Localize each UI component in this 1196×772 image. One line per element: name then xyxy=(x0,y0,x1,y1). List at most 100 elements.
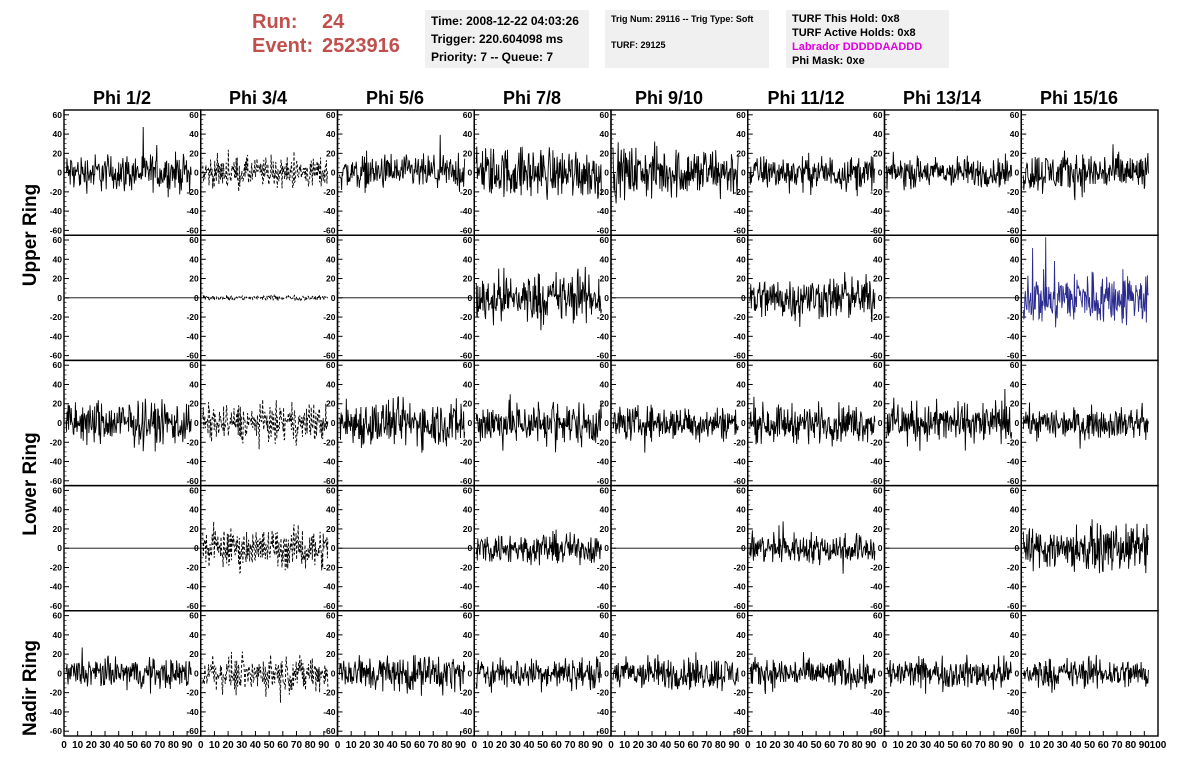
y-tick-label: 40 xyxy=(463,254,473,264)
y-tick-label: -20 xyxy=(1007,312,1020,322)
y-tick-label: 40 xyxy=(53,505,63,515)
y-tick-label: -40 xyxy=(186,457,199,467)
event-row: Event: 2523916 xyxy=(252,34,400,58)
y-tick-label: 0 xyxy=(57,168,62,178)
y-tick-label: 40 xyxy=(53,379,63,389)
y-tick-label: 60 xyxy=(736,485,746,495)
x-tick-label: 0 xyxy=(335,740,341,751)
waveform-trace xyxy=(886,151,1013,191)
y-tick-label: 60 xyxy=(736,235,746,245)
x-tick-label: 10 xyxy=(756,740,768,751)
y-tick-label: 40 xyxy=(463,630,473,640)
y-tick-label: 0 xyxy=(194,543,199,553)
x-tick-label: 80 xyxy=(305,740,317,751)
y-tick-label: 40 xyxy=(463,379,473,389)
x-tick-label: 10 xyxy=(1029,740,1041,751)
y-tick-label: 20 xyxy=(189,649,199,659)
priority-text: Priority: 7 -- Queue: 7 xyxy=(431,50,554,64)
y-tick-label: 0 xyxy=(57,418,62,428)
y-tick-label: 0 xyxy=(331,418,336,428)
y-tick-label: 60 xyxy=(189,611,199,621)
y-tick-label: 60 xyxy=(53,485,63,495)
y-tick-label: -60 xyxy=(186,601,199,611)
y-tick-label: -40 xyxy=(323,582,336,592)
y-tick-label: 60 xyxy=(53,235,63,245)
waveform-trace xyxy=(1022,402,1149,449)
y-tick-label: -60 xyxy=(50,726,63,736)
y-tick-label: -40 xyxy=(870,206,883,216)
waveform-trace xyxy=(749,521,876,574)
y-tick-label: -20 xyxy=(733,437,746,447)
y-tick-label: 0 xyxy=(1015,168,1020,178)
y-tick-label: -60 xyxy=(50,476,63,486)
y-tick-label: 40 xyxy=(1010,505,1020,515)
y-tick-label: 0 xyxy=(331,293,336,303)
x-tick-label: 50 xyxy=(947,740,959,751)
y-tick-label: 60 xyxy=(463,110,473,120)
waveform-trace xyxy=(202,651,329,703)
x-tick-label: 0 xyxy=(198,740,204,751)
y-tick-label: 0 xyxy=(878,418,883,428)
y-tick-label: -20 xyxy=(870,312,883,322)
y-tick-label: 0 xyxy=(604,418,609,428)
y-tick-label: -20 xyxy=(186,562,199,572)
y-tick-label: -60 xyxy=(460,726,473,736)
x-tick-label: 60 xyxy=(824,740,836,751)
y-tick-label: -40 xyxy=(733,457,746,467)
y-tick-label: 60 xyxy=(600,235,610,245)
x-tick-label: 80 xyxy=(852,740,864,751)
y-tick-label: 40 xyxy=(736,379,746,389)
y-tick-label: 60 xyxy=(1010,360,1020,370)
y-tick-label: -40 xyxy=(323,331,336,341)
y-tick-label: 40 xyxy=(600,630,610,640)
y-tick-label: -40 xyxy=(870,457,883,467)
x-tick-label: 90 xyxy=(455,740,467,751)
y-tick-label: -20 xyxy=(870,187,883,197)
phi-header-4: Phi 7/8 xyxy=(502,88,562,108)
y-tick-label: 20 xyxy=(873,274,883,284)
turf-active-holds: TURF Active Holds: 0x8 xyxy=(792,27,916,39)
y-tick-label: 40 xyxy=(189,630,199,640)
x-tick-label: 40 xyxy=(113,740,125,751)
x-tick-label: 0 xyxy=(608,740,614,751)
y-tick-label: 60 xyxy=(873,485,883,495)
waveform-trace xyxy=(612,652,739,692)
y-tick-label: -40 xyxy=(50,457,63,467)
trig-text: Trig Num: 29116 -- Trig Type: Soft xyxy=(611,14,754,24)
y-tick-label: -20 xyxy=(1007,187,1020,197)
y-tick-label: -20 xyxy=(597,312,610,322)
waveform-trace xyxy=(749,152,876,197)
y-tick-label: 40 xyxy=(326,129,336,139)
x-tick-label: 40 xyxy=(250,740,262,751)
y-tick-label: -20 xyxy=(186,187,199,197)
y-tick-label: 20 xyxy=(736,274,746,284)
y-tick-label: 20 xyxy=(326,148,336,158)
y-tick-label: 0 xyxy=(1015,543,1020,553)
x-tick-label: 40 xyxy=(797,740,809,751)
y-tick-label: 60 xyxy=(189,485,199,495)
x-tick-label: 0 xyxy=(61,740,67,751)
y-tick-label: 60 xyxy=(873,235,883,245)
waveform-trace xyxy=(1022,519,1149,574)
y-tick-label: 60 xyxy=(736,110,746,120)
waveform-trace xyxy=(65,126,192,198)
y-tick-label: 40 xyxy=(736,129,746,139)
x-tick-label: 70 xyxy=(154,740,166,751)
y-tick-label: 20 xyxy=(326,649,336,659)
y-tick-label: 20 xyxy=(1010,148,1020,158)
waveform-trace xyxy=(475,529,602,566)
y-tick-label: -40 xyxy=(1007,457,1020,467)
y-tick-label: 40 xyxy=(189,505,199,515)
y-tick-label: 20 xyxy=(189,148,199,158)
y-tick-label: -20 xyxy=(1007,688,1020,698)
y-tick-label: -40 xyxy=(1007,206,1020,216)
y-tick-label: -20 xyxy=(186,312,199,322)
y-tick-label: -20 xyxy=(733,187,746,197)
y-tick-label: -40 xyxy=(50,331,63,341)
y-tick-label: -60 xyxy=(460,225,473,235)
y-tick-label: -20 xyxy=(597,688,610,698)
y-tick-label: -40 xyxy=(1007,707,1020,717)
y-tick-label: 60 xyxy=(736,360,746,370)
x-tick-label: 20 xyxy=(633,740,645,751)
